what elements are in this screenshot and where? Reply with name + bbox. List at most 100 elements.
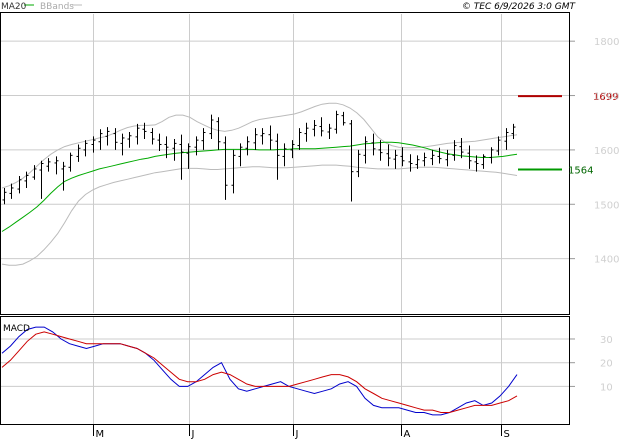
x-axis-month-label: J	[295, 429, 299, 440]
ohlc-bar	[378, 140, 383, 161]
ohlc-bar	[371, 133, 376, 156]
ohlc-bar	[157, 133, 162, 151]
ohlc-bar	[297, 128, 302, 150]
bollinger-bands	[1, 102, 518, 266]
ohlc-bar	[223, 136, 228, 200]
ohlc-bar	[150, 128, 155, 145]
ohlc-bar	[238, 143, 243, 167]
ohlc-bar	[268, 125, 273, 150]
ohlc-bar	[76, 144, 81, 162]
ohlc-bar	[32, 165, 37, 180]
ohlc-bar	[504, 128, 509, 150]
ohlc-bar	[61, 161, 66, 191]
price-level-label: 1699	[593, 92, 618, 103]
price-y-tick-label: 1400	[594, 255, 619, 266]
ohlc-bar	[172, 139, 177, 161]
macd-y-tick-label: 10	[600, 382, 613, 393]
ohlc-bar	[341, 111, 346, 126]
ohlc-bar	[164, 136, 169, 159]
ohlc-bar	[179, 134, 184, 180]
price-level-label: 1564	[568, 165, 593, 176]
ohlc-bar	[253, 128, 258, 150]
macd-series-line	[1, 331, 518, 413]
ohlc-bar	[194, 136, 199, 156]
ohlc-bar	[275, 133, 280, 180]
ohlc-bar	[481, 154, 486, 169]
ohlc-bar	[142, 122, 147, 140]
ohlc-bar	[327, 123, 332, 140]
price-y-tick-label: 1600	[594, 146, 619, 157]
ohlc-bar	[467, 145, 472, 169]
price-y-tick-label: 1500	[594, 200, 619, 211]
ohlc-bar	[356, 149, 361, 178]
ohlc-bar	[489, 147, 494, 164]
x-axis-month-label: S	[504, 429, 510, 440]
ohlc-bar	[39, 160, 44, 199]
ohlc-bar	[445, 149, 450, 167]
bb-lower-line	[1, 164, 518, 266]
y-axis-ticks: 1400 1500 1600 1700 1800 10 20 30	[570, 37, 619, 393]
ohlc-bar	[437, 147, 442, 164]
ohlc-bar	[408, 154, 413, 172]
ohlc-bar	[400, 147, 405, 167]
ohlc-bar	[304, 122, 309, 142]
ohlc-bar	[474, 155, 479, 172]
ohlc-bar	[186, 143, 191, 169]
ohlc-bar	[430, 149, 435, 166]
bb-upper-line	[1, 102, 518, 189]
x-axis-month-label: J	[191, 429, 195, 440]
ohlc-bar	[334, 110, 339, 134]
x-axis-month-label: A	[404, 429, 411, 440]
ohlc-bar	[282, 143, 287, 167]
ohlc-bar	[209, 114, 214, 140]
ohlc-bar	[422, 152, 427, 167]
ohlc-bar	[459, 137, 464, 159]
ohlc-bar	[216, 117, 221, 150]
ohlc-bar	[231, 149, 236, 194]
ohlc-bar	[363, 136, 368, 164]
price-y-tick-label: 1800	[594, 37, 619, 48]
bbands-legend-label: BBands	[40, 2, 74, 12]
copyright-text: © TEC 6/9/2026 3:0 GMT	[462, 2, 577, 12]
ohlc-bar	[120, 133, 125, 156]
ohlc-bar	[17, 176, 22, 194]
macd-lines	[1, 326, 518, 416]
macd-y-tick-label: 20	[600, 359, 613, 370]
ma20-line	[1, 141, 518, 232]
ohlc-bar	[105, 127, 110, 146]
ohlc-bar	[290, 140, 295, 159]
ohlc-bar	[127, 131, 132, 148]
ohlc-bars	[2, 110, 516, 205]
ohlc-bar	[312, 120, 317, 137]
ohlc-bar	[415, 155, 420, 169]
ohlc-bar	[91, 136, 96, 153]
ohlc-bar	[245, 136, 250, 156]
ohlc-bar	[135, 123, 140, 145]
price-y-tick-label: 1700	[594, 92, 619, 103]
x-axis-month-label: M	[96, 429, 105, 440]
ohlc-bar	[319, 117, 324, 137]
ma20-series-line	[1, 141, 518, 232]
ohlc-bar	[46, 158, 51, 172]
macd-y-tick-label: 30	[600, 335, 613, 346]
ohlc-bar	[68, 152, 73, 172]
ohlc-bar	[260, 128, 265, 145]
ohlc-bar	[54, 156, 59, 175]
price-levels: 1699 1564	[518, 92, 618, 176]
ohlc-bar	[24, 171, 29, 188]
ohlc-bar	[393, 149, 398, 169]
ohlc-bar	[9, 183, 14, 199]
ohlc-bar	[496, 136, 501, 156]
ohlc-bar	[349, 120, 354, 202]
grid-lines	[1, 14, 569, 424]
ohlc-bar	[511, 123, 516, 140]
ohlc-bar	[83, 140, 88, 157]
ohlc-bar	[98, 129, 103, 150]
ohlc-bar	[386, 144, 391, 167]
ohlc-bar	[452, 140, 457, 161]
macd-panel-frame	[0, 316, 570, 425]
ohlc-bar	[201, 128, 206, 150]
macd-series-line	[1, 326, 518, 416]
ma20-legend-label: MA20	[1, 2, 27, 12]
